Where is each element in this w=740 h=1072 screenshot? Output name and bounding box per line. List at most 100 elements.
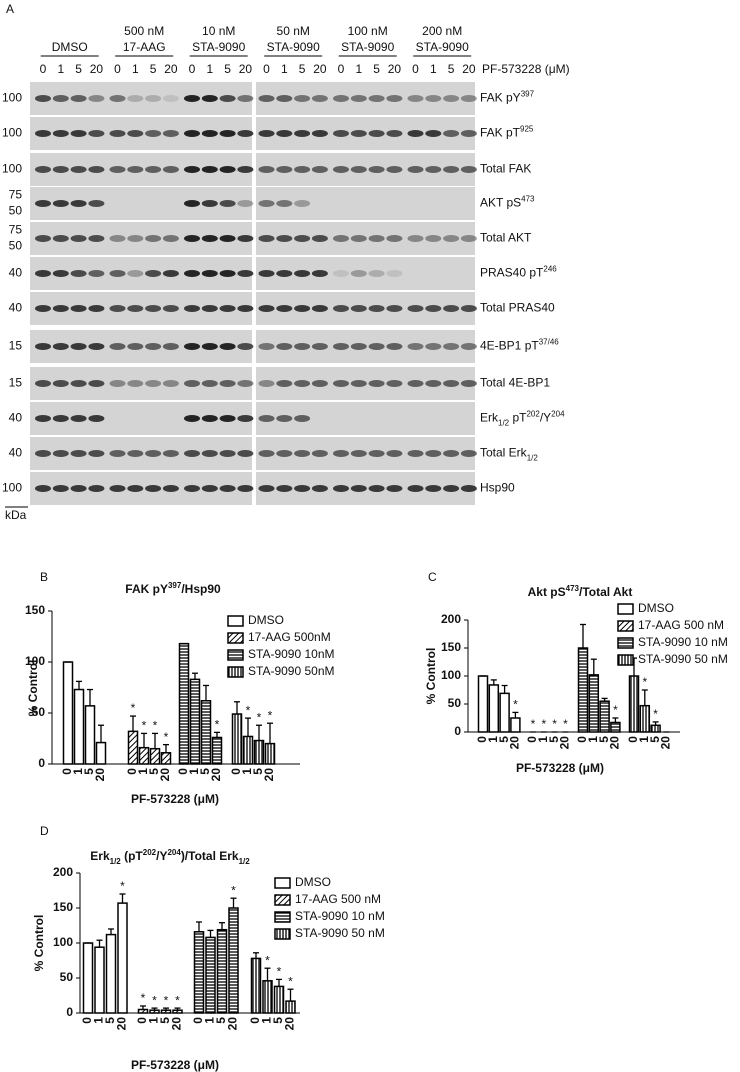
- label-part: 202: [143, 848, 157, 857]
- legend-swatch: [274, 877, 291, 889]
- bar: [137, 1008, 149, 1014]
- band: [162, 95, 179, 102]
- band: [219, 305, 236, 312]
- band: [127, 235, 144, 242]
- band: [70, 130, 87, 137]
- band: [70, 343, 87, 350]
- band: [109, 485, 126, 492]
- band: [237, 270, 254, 277]
- band: [460, 235, 477, 242]
- band: [407, 166, 424, 173]
- significance: *: [231, 883, 236, 897]
- legend-swatch: [274, 911, 291, 923]
- band: [201, 95, 218, 102]
- y-axis-label: % Control: [26, 660, 40, 717]
- band: [460, 95, 477, 102]
- y-axis-label: % Control: [424, 648, 438, 705]
- label-part: 397: [521, 89, 535, 98]
- band: [333, 235, 349, 242]
- bar: [189, 678, 201, 765]
- band: [35, 380, 51, 387]
- y-tick-label: 200: [53, 865, 73, 879]
- band: [219, 200, 236, 207]
- band: [386, 343, 403, 350]
- y-tick-label: 150: [53, 900, 73, 914]
- band: [443, 450, 460, 457]
- band: [425, 380, 442, 387]
- panel-letter: A: [6, 2, 14, 16]
- dose-label: 20: [313, 62, 327, 76]
- band: [35, 270, 51, 277]
- bar: [138, 746, 150, 765]
- band: [162, 235, 179, 242]
- band: [407, 450, 424, 457]
- band: [52, 270, 69, 277]
- band: [237, 235, 254, 242]
- band: [184, 305, 200, 312]
- row-label: AKT pS473: [480, 194, 535, 210]
- bar: [200, 700, 212, 765]
- band: [70, 270, 87, 277]
- band: [162, 343, 179, 350]
- band: [162, 130, 179, 137]
- band: [460, 166, 477, 173]
- x-axis-label: PF-573228 (μM): [516, 761, 604, 775]
- band: [386, 235, 403, 242]
- legend-swatch: [617, 654, 634, 666]
- dose-label: 5: [299, 62, 306, 76]
- band: [386, 270, 403, 277]
- band: [276, 380, 293, 387]
- band: [88, 235, 105, 242]
- bar: [62, 661, 74, 765]
- band: [443, 305, 460, 312]
- band: [109, 95, 126, 102]
- y-tick-label: 100: [441, 668, 461, 682]
- band: [460, 343, 477, 350]
- band: [219, 270, 236, 277]
- band: [258, 270, 275, 277]
- row-label: Total PRAS40: [480, 301, 555, 315]
- legend-swatch: [617, 620, 634, 632]
- band: [127, 380, 144, 387]
- significance: *: [215, 718, 220, 732]
- band: [311, 235, 328, 242]
- y-tick-label: 0: [38, 756, 45, 770]
- row-label: Hsp90: [480, 481, 515, 495]
- band: [70, 485, 87, 492]
- kda-marker: 50: [9, 239, 23, 253]
- band: [276, 235, 293, 242]
- band: [70, 380, 87, 387]
- band: [294, 130, 311, 137]
- band: [443, 380, 460, 387]
- band: [70, 450, 87, 457]
- band: [386, 305, 403, 312]
- band: [52, 450, 69, 457]
- dose-label: 20: [388, 62, 402, 76]
- panel-letter: D: [40, 824, 49, 838]
- group-label: 500 nM: [124, 24, 164, 38]
- x-tick-label: 5: [214, 1017, 228, 1024]
- band: [311, 95, 328, 102]
- label-part: Akt pS: [528, 585, 566, 599]
- bar: [231, 713, 243, 765]
- significance: *: [164, 993, 169, 1007]
- band: [162, 270, 179, 277]
- band: [350, 166, 367, 173]
- kda-marker: 100: [2, 126, 22, 140]
- band: [460, 485, 477, 492]
- band: [443, 235, 460, 242]
- row-label: Erk1/2 pT202/Y204: [480, 409, 565, 427]
- dose-label: 0: [40, 62, 47, 76]
- x-tick-label: 20: [226, 1017, 240, 1031]
- band: [425, 235, 442, 242]
- significance: *: [552, 717, 557, 731]
- label-part: FAK pY: [125, 582, 168, 596]
- kda-unit: kDa: [5, 508, 27, 522]
- label-part: /Y: [156, 849, 167, 863]
- significance: *: [257, 710, 262, 724]
- band: [145, 485, 162, 492]
- x-tick-label: 1: [92, 1017, 106, 1024]
- band: [368, 270, 385, 277]
- legend-swatch: [227, 632, 244, 644]
